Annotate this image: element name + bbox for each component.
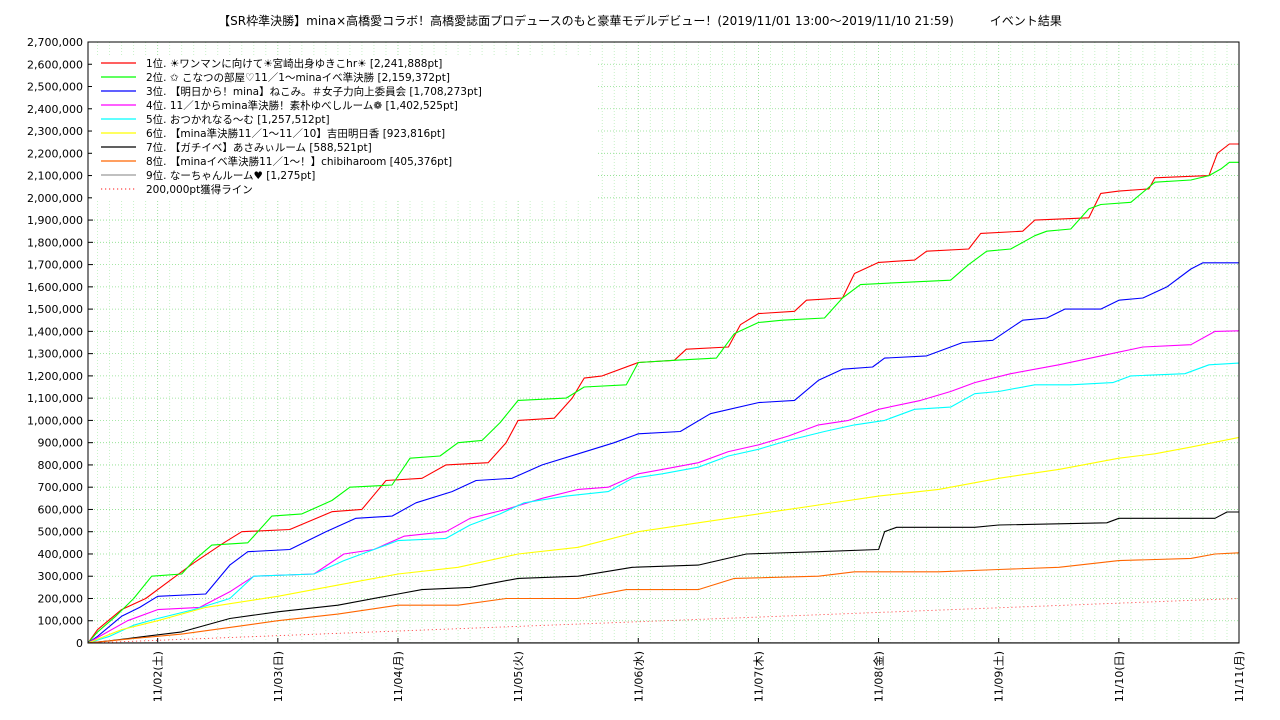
y-tick-label: 1,200,000 bbox=[27, 370, 83, 383]
legend-entry: 5位. おつかれなる〜む [1,257,512pt] bbox=[146, 113, 330, 126]
legend-entry: 6位. 【mina準決勝11／1〜11／10】吉田明日香 [923,816pt] bbox=[146, 127, 445, 140]
legend-background bbox=[92, 55, 597, 200]
y-tick-label: 2,000,000 bbox=[27, 192, 83, 205]
legend-entry: 8位. 【minaイベ準決勝11／1〜！】chibiharoom [405,37… bbox=[146, 155, 452, 168]
legend-entry: 1位. ☀ワンマンに向けて☀宮崎出身ゆきこhr☀ [2,241,888pt] bbox=[146, 57, 442, 70]
y-tick-label: 500,000 bbox=[38, 526, 84, 539]
legend-entry: 2位. ✩ こなつの部屋♡11／1〜minaイベ準決勝 [2,159,372pt… bbox=[146, 71, 450, 84]
y-tick-label: 1,000,000 bbox=[27, 414, 83, 427]
x-tick-label: 11/11(月) bbox=[1233, 651, 1246, 702]
x-tick-label: 11/06(水) bbox=[632, 651, 645, 702]
y-tick-label: 600,000 bbox=[38, 503, 84, 516]
y-tick-label: 2,500,000 bbox=[27, 81, 83, 94]
y-tick-label: 2,100,000 bbox=[27, 170, 83, 183]
legend-entry: 3位. 【明日から！mina】ねこみ。＃女子力向上委員会 [1,708,273p… bbox=[146, 85, 482, 98]
y-tick-label: 1,100,000 bbox=[27, 392, 83, 405]
series-line-6 bbox=[87, 436, 1240, 644]
x-tick-label: 11/09(土) bbox=[993, 651, 1006, 702]
x-tick-label: 11/04(月) bbox=[392, 651, 405, 702]
y-tick-label: 1,300,000 bbox=[27, 348, 83, 361]
y-tick-label: 2,300,000 bbox=[27, 125, 83, 138]
x-tick-label: 11/08(金) bbox=[872, 651, 886, 702]
y-tick-label: 1,800,000 bbox=[27, 236, 83, 249]
x-tick-label: 11/03(日) bbox=[272, 651, 285, 702]
x-tick-label: 11/07(木) bbox=[752, 651, 765, 702]
y-tick-label: 0 bbox=[76, 637, 83, 650]
y-tick-label: 1,400,000 bbox=[27, 325, 83, 338]
y-tick-label: 300,000 bbox=[38, 570, 84, 583]
x-tick-label: 11/05(火) bbox=[512, 651, 525, 702]
y-tick-label: 1,900,000 bbox=[27, 214, 83, 227]
y-tick-label: 700,000 bbox=[38, 481, 84, 494]
legend-entry: 7位. 【ガチイベ】あさみぃルーム [588,521pt] bbox=[146, 141, 372, 154]
x-axis-ticks: 11/02(土) 11/03(日) 11/04(月) 11/05(火) 11/06(水)… bbox=[152, 638, 1246, 702]
series-line-1 bbox=[87, 143, 1239, 644]
y-tick-label: 2,200,000 bbox=[27, 147, 83, 160]
plot-frame bbox=[87, 41, 1240, 644]
chart-title: 【SR枠準決勝】mina×高橋愛コラボ！高橋愛誌面プロデュースのもと豪華モデルデ… bbox=[218, 13, 1062, 28]
y-tick-label: 2,400,000 bbox=[27, 103, 83, 116]
legend: 1位. ☀ワンマンに向けて☀宮崎出身ゆきこhr☀ [2,241,888pt]2位… bbox=[92, 55, 597, 200]
legend-entry: 4位. 11／1からmina準決勝！素朴ゆべしルーム❁ [1,402,525pt… bbox=[146, 99, 458, 112]
grid-lines bbox=[88, 42, 1239, 643]
y-tick-label: 2,600,000 bbox=[27, 58, 83, 71]
series-line-3 bbox=[87, 262, 1239, 644]
y-tick-label: 200,000 bbox=[38, 592, 84, 605]
series-lines bbox=[87, 143, 1240, 644]
legend-entry: 9位. なーちゃんルーム♥ [1,275pt] bbox=[146, 169, 315, 182]
series-line-5 bbox=[87, 362, 1240, 644]
series-line-8 bbox=[87, 552, 1240, 644]
y-tick-label: 2,700,000 bbox=[27, 36, 83, 49]
y-axis-ticks: 0 100,000 200,000 300,000 400,000 500,000 600,… bbox=[27, 36, 93, 650]
y-tick-label: 1,700,000 bbox=[27, 259, 83, 272]
y-tick-label: 900,000 bbox=[38, 437, 84, 450]
x-tick-label: 11/02(土) bbox=[152, 651, 165, 702]
x-tick-label: 11/10(日) bbox=[1113, 651, 1126, 702]
y-tick-label: 1,500,000 bbox=[27, 303, 83, 316]
y-tick-label: 1,600,000 bbox=[27, 281, 83, 294]
series-line-2 bbox=[87, 161, 1239, 644]
y-tick-label: 400,000 bbox=[38, 548, 84, 561]
y-tick-label: 800,000 bbox=[38, 459, 84, 472]
legend-entry: 200,000pt獲得ライン bbox=[146, 183, 253, 196]
y-tick-label: 100,000 bbox=[38, 615, 84, 628]
series-line-4 bbox=[87, 330, 1240, 644]
series-line-7 bbox=[87, 511, 1239, 644]
